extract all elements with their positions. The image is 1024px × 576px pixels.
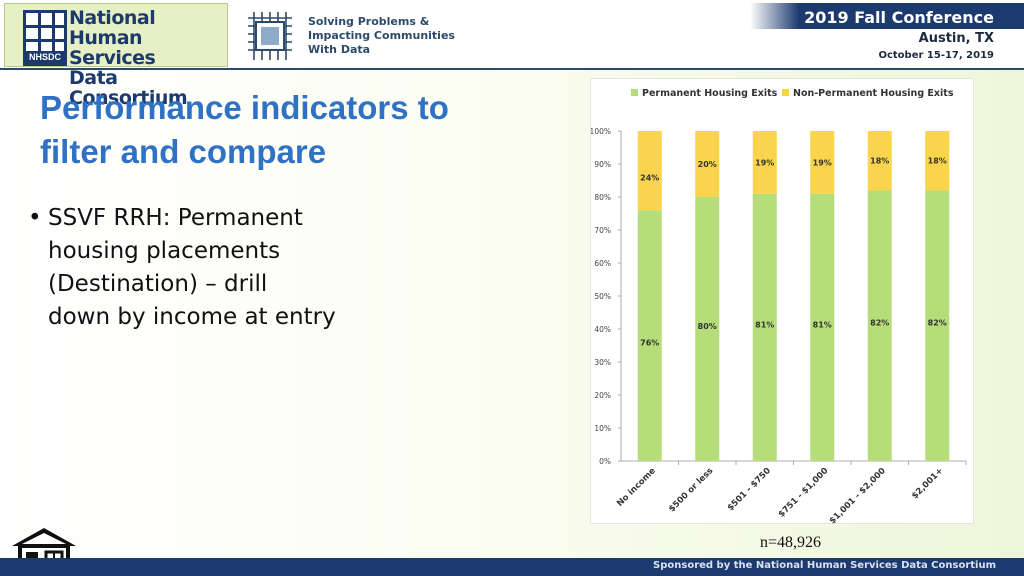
y-tick-label: 30% xyxy=(594,358,611,367)
bullet-line-2: housing placements xyxy=(48,238,281,264)
data-label-non-permanent: 18% xyxy=(928,157,947,166)
data-label-non-permanent: 20% xyxy=(698,160,717,169)
bar-non-permanent xyxy=(637,131,662,211)
bar-permanent xyxy=(637,210,662,461)
data-label-permanent: 82% xyxy=(928,319,947,328)
slide-title-line-2: filter and compare xyxy=(40,133,327,170)
bar-permanent xyxy=(867,190,892,461)
logo-mark-icon: NHSDC xyxy=(23,10,67,66)
y-tick-label: 10% xyxy=(594,424,611,433)
bar-non-permanent xyxy=(752,131,777,194)
logo-line-1: National xyxy=(69,7,156,29)
chart-canvas: Permanent Housing Exits Non-Permanent Hou… xyxy=(591,88,967,525)
data-label-permanent: 82% xyxy=(870,319,889,328)
nhsdc-logo: NHSDC National Human Services Data Conso… xyxy=(4,3,228,108)
bar-non-permanent xyxy=(810,131,835,194)
bar-non-permanent xyxy=(867,131,892,191)
x-category-label: $501 - $750 xyxy=(726,466,773,513)
y-tick-label: 90% xyxy=(594,160,611,169)
bar-permanent xyxy=(810,193,835,461)
stacked-bar-chart: Permanent Housing Exits Non-Permanent Hou… xyxy=(590,78,974,525)
bullet-point: • SSVF RRH: Permanent housing placements… xyxy=(28,202,358,334)
conference-banner: 2019 Fall Conference xyxy=(750,3,1024,29)
tagline-line-1: Solving Problems & xyxy=(308,15,430,28)
x-category-label: $500 or less xyxy=(667,466,715,514)
logo-line-3: Data Consortium xyxy=(69,67,188,109)
bullet-line-1: SSVF RRH: Permanent xyxy=(48,205,303,231)
data-label-non-permanent: 24% xyxy=(640,174,659,183)
conference-dates: October 15-17, 2019 xyxy=(878,50,994,61)
y-tick-label: 50% xyxy=(594,292,611,301)
y-tick-label: 0% xyxy=(599,457,611,466)
data-label-permanent: 76% xyxy=(640,339,659,348)
y-tick-label: 70% xyxy=(594,226,611,235)
y-tick-label: 20% xyxy=(594,391,611,400)
logo-line-2: Human Services xyxy=(69,27,156,69)
data-label-non-permanent: 18% xyxy=(870,157,889,166)
conference-city: Austin, TX xyxy=(918,31,994,46)
legend-swatch xyxy=(782,89,789,96)
y-tick-label: 60% xyxy=(594,259,611,268)
bullet-line-4: down by income at entry xyxy=(48,304,336,330)
logo-wordmark: National Human Services Data Consortium xyxy=(69,8,229,108)
conference-header: NHSDC National Human Services Data Conso… xyxy=(0,0,1024,108)
x-category-label: $751 - $1,000 xyxy=(777,466,831,520)
tagline-line-2: Impacting Communities xyxy=(308,29,455,42)
y-tick-label: 100% xyxy=(591,127,611,136)
legend-label: Non-Permanent Housing Exits xyxy=(793,88,954,99)
y-tick-label: 40% xyxy=(594,325,611,334)
data-label-permanent: 80% xyxy=(698,322,717,331)
slide-title: Performance indicators to filter and com… xyxy=(40,86,540,174)
data-label-permanent: 81% xyxy=(813,320,832,329)
y-tick-label: 80% xyxy=(594,193,611,202)
bullet-marker: • xyxy=(28,205,42,231)
data-label-non-permanent: 19% xyxy=(813,158,832,167)
tagline-line-3: With Data xyxy=(308,43,371,56)
bar-non-permanent xyxy=(925,131,950,191)
bullet-line-3: (Destination) – drill xyxy=(48,271,268,297)
bar-permanent xyxy=(925,190,950,461)
x-category-label: $2,001+ xyxy=(910,466,945,501)
legend-swatch xyxy=(631,89,638,96)
circuit-chip-icon xyxy=(248,12,292,60)
tagline: Solving Problems & Impacting Communities… xyxy=(308,15,488,57)
sample-size-label: n=48,926 xyxy=(760,534,822,551)
footer-bar: Sponsored by the National Human Services… xyxy=(0,558,1024,576)
legend-label: Permanent Housing Exits xyxy=(642,88,778,99)
bar-non-permanent xyxy=(695,131,720,197)
data-label-permanent: 81% xyxy=(755,320,774,329)
x-category-label: $1,001 - $2,000 xyxy=(828,466,888,525)
x-category-label: No income xyxy=(615,466,658,509)
data-label-non-permanent: 19% xyxy=(755,158,774,167)
logo-abbreviation: NHSDC xyxy=(26,51,64,63)
footer-sponsor-text: Sponsored by the National Human Services… xyxy=(653,560,996,571)
bar-permanent xyxy=(695,197,720,461)
slide-title-line-1: Performance indicators to xyxy=(40,89,449,126)
bar-permanent xyxy=(752,193,777,461)
conference-title: 2019 Fall Conference xyxy=(804,8,994,27)
